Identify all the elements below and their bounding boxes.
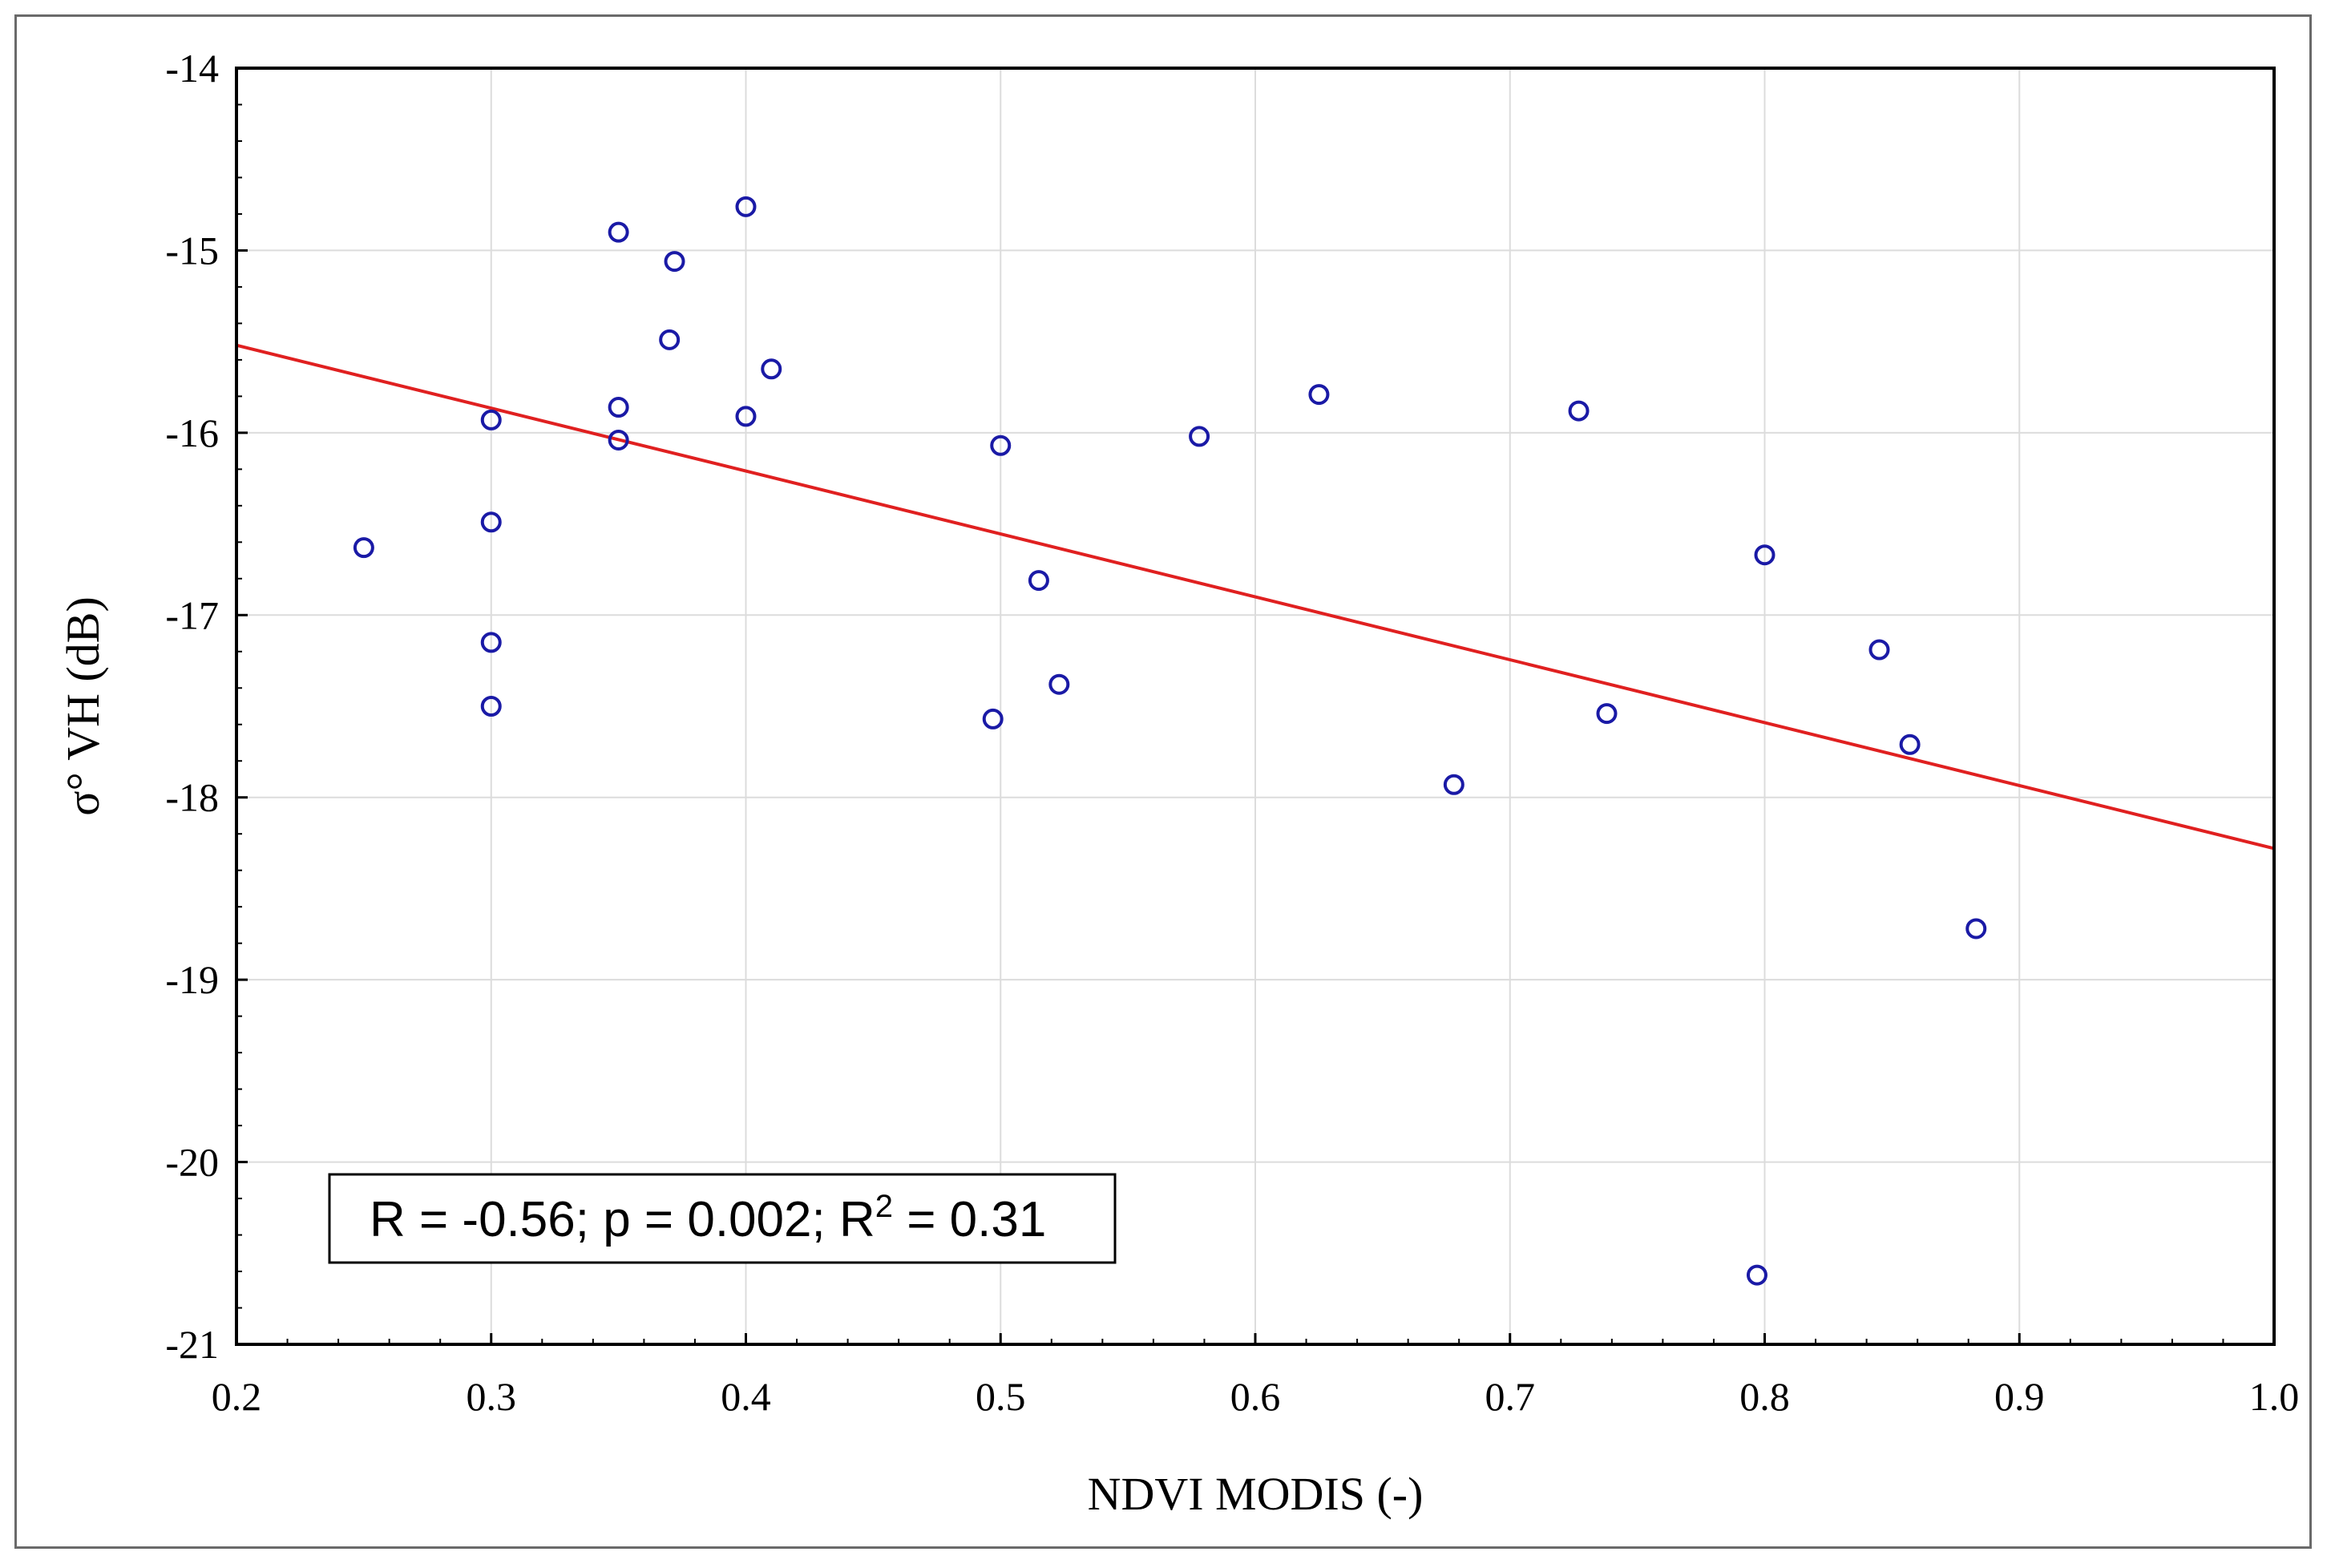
y-tick-label: -17	[165, 592, 219, 637]
x-tick-label: 0.2	[212, 1374, 262, 1419]
y-tick-label: -14	[165, 46, 219, 91]
y-tick-label: -18	[165, 775, 219, 820]
statistics-superscript: 2	[875, 1189, 893, 1224]
x-axis-title: NDVI MODIS (-)	[1088, 1468, 1424, 1520]
y-tick-label: -16	[165, 410, 219, 455]
data-point	[990, 434, 1012, 456]
x-tick-label: 0.5	[976, 1374, 1026, 1419]
x-tick-label: 1.0	[2249, 1374, 2300, 1419]
x-tick-label: 0.9	[1994, 1374, 2045, 1419]
x-tick-label: 0.4	[721, 1374, 771, 1419]
data-point	[480, 511, 502, 533]
data-point	[1746, 1264, 1767, 1286]
y-tick-label: -20	[165, 1140, 219, 1185]
data-point	[761, 358, 782, 380]
data-point	[608, 397, 629, 418]
regression-line-group	[236, 343, 2275, 851]
data-point	[480, 696, 502, 717]
data-point	[1899, 733, 1921, 755]
data-point	[1048, 673, 1070, 695]
data-point	[608, 429, 629, 451]
y-tick-label: -21	[165, 1322, 219, 1367]
x-tick-label: 0.8	[1739, 1374, 1790, 1419]
data-point	[735, 196, 757, 217]
x-tick-label: 0.3	[467, 1374, 517, 1419]
x-tick-label: 0.7	[1485, 1374, 1536, 1419]
statistics-annotation: R = -0.56; p = 0.002; R2 = 0.31	[328, 1173, 1117, 1264]
data-point	[353, 537, 374, 559]
grid-lines	[236, 67, 2275, 1345]
scatter-chart: 0.2 0.3 0.4 0.5 0.6 0.7 0.8 0.9 1.0 -14 -15 -16 -17…	[57, 46, 2300, 1520]
data-point	[608, 221, 629, 243]
data-point	[659, 329, 681, 350]
data-point	[1189, 426, 1210, 447]
figure-frame: 0.2 0.3 0.4 0.5 0.6 0.7 0.8 0.9 1.0 -14 -15 -16 -17…	[14, 14, 2312, 1549]
y-axis-title: σ° VH (dB)	[57, 596, 109, 816]
statistics-suffix: = 0.31	[893, 1192, 1046, 1247]
data-point	[1443, 774, 1464, 795]
y-tick-label: -15	[165, 228, 219, 273]
data-point	[735, 406, 757, 427]
data-point	[1308, 384, 1330, 406]
data-point	[664, 251, 685, 273]
axis-ticks	[235, 67, 2276, 1346]
statistics-box	[328, 1173, 1117, 1264]
data-point	[480, 409, 502, 430]
statistics-prefix: R = -0.56; p = 0.002; R	[370, 1192, 875, 1247]
data-point	[1596, 703, 1618, 725]
x-tick-label: 0.6	[1230, 1374, 1281, 1419]
data-point	[982, 708, 1004, 729]
data-point	[1965, 918, 1987, 940]
data-point	[1028, 570, 1049, 592]
y-tick-label: -19	[165, 957, 219, 1002]
data-point	[1868, 639, 1890, 661]
data-point	[1754, 544, 1776, 566]
data-points	[353, 196, 1987, 1286]
data-point	[480, 632, 502, 653]
y-tick-labels: -14 -15 -16 -17 -18 -19 -20 -21	[165, 46, 219, 1367]
regression-line	[236, 343, 2275, 851]
statistics-text: R = -0.56; p = 0.002; R2 = 0.31	[370, 1189, 1046, 1247]
data-point	[1568, 400, 1590, 422]
x-tick-labels: 0.2 0.3 0.4 0.5 0.6 0.7 0.8 0.9 1.0	[212, 1374, 2300, 1419]
